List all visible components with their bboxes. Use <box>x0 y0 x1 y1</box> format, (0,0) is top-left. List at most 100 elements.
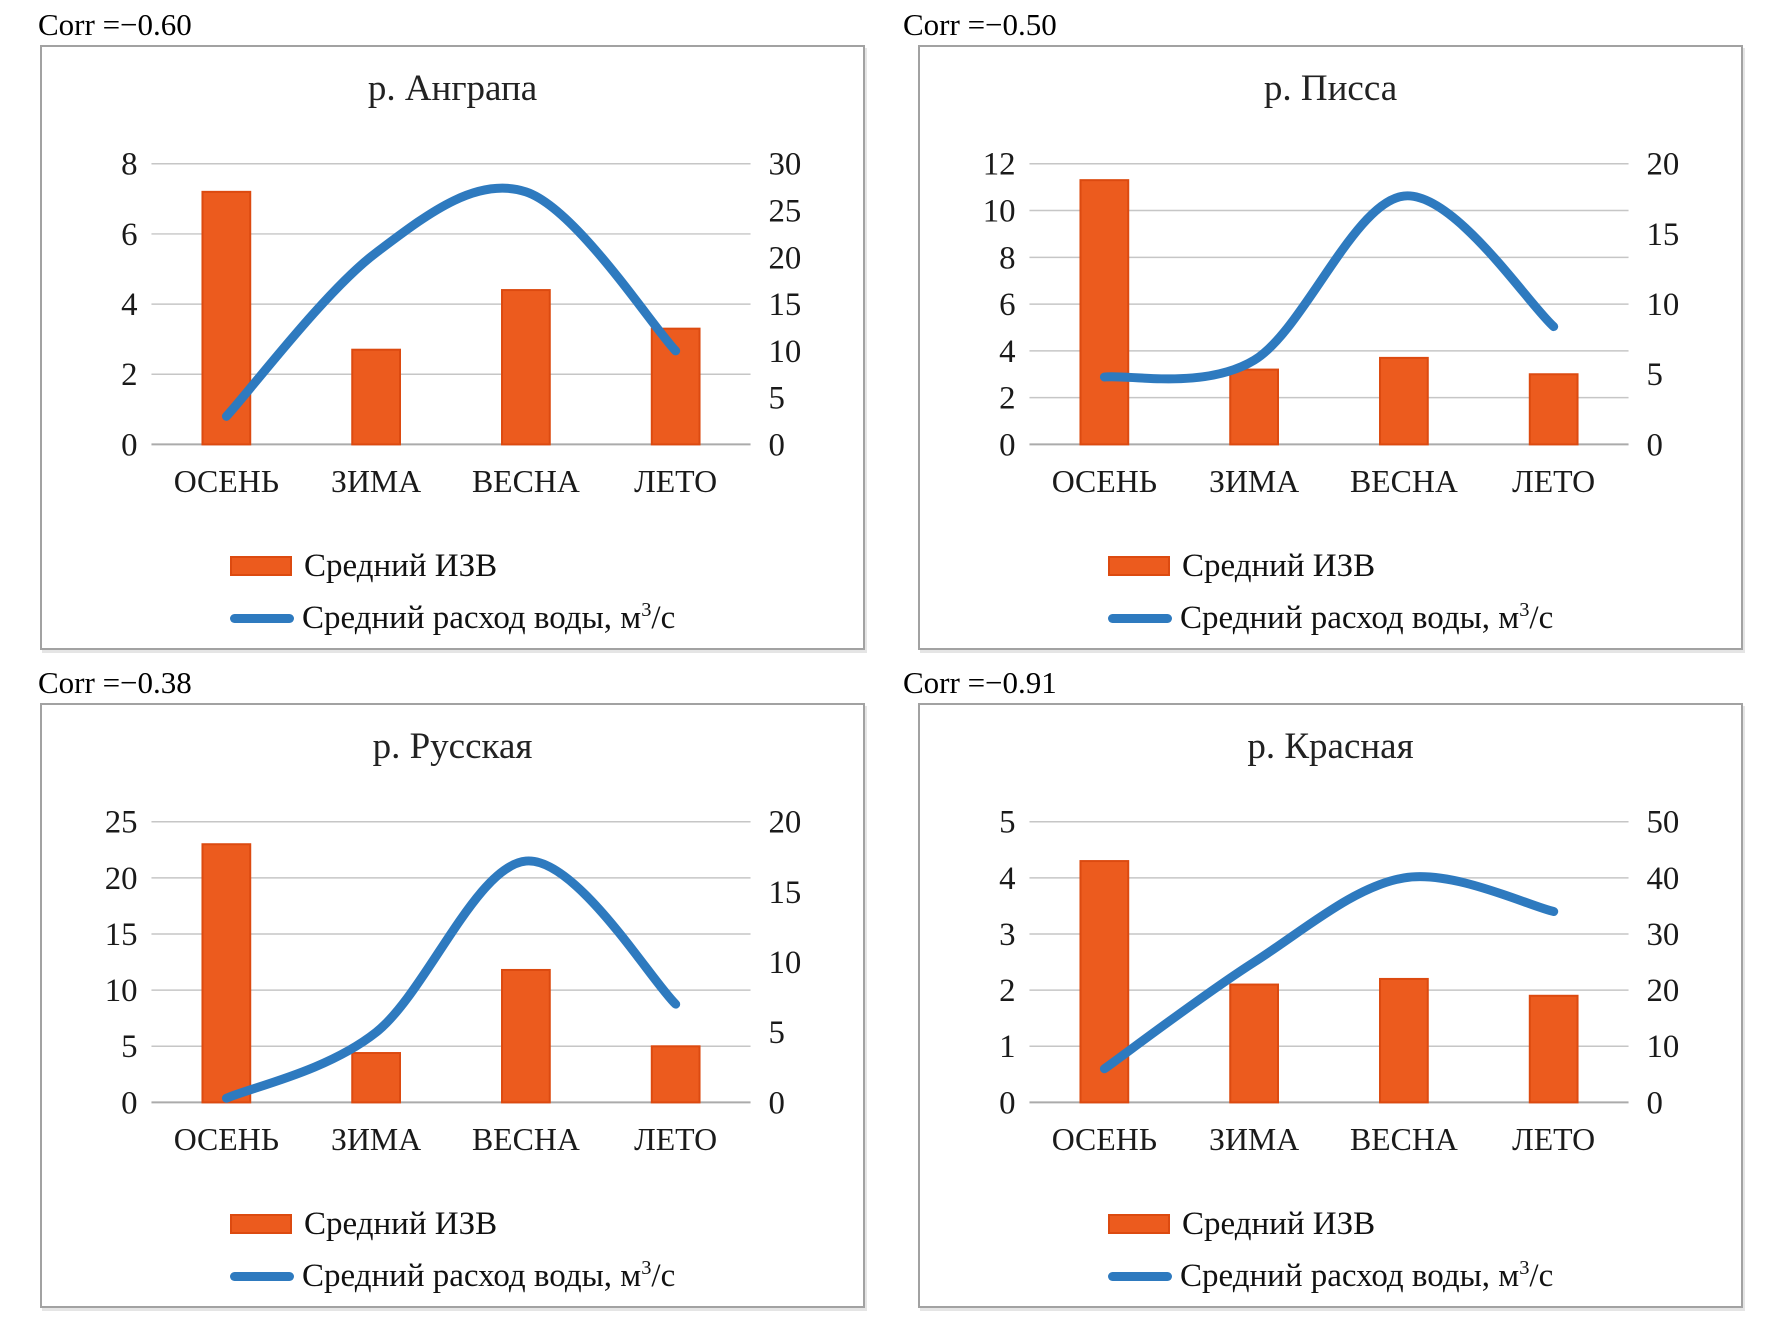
x-axis-label: ЛЕТО <box>1512 464 1595 499</box>
chart-frame: р. Писса 0 2 4 6 8 10 12 0 5 10 15 20 ОСЕНЬ ЗИМА ВЕСНА… <box>918 45 1743 650</box>
chart-frame: р. Русская 0 5 10 15 20 25 0 5 10 15 20 ОСЕНЬ ЗИМА ВЕ… <box>40 703 865 1308</box>
bar-лето <box>1528 373 1579 446</box>
x-axis-label: ОСЕНЬ <box>174 464 279 499</box>
bar-осень <box>201 190 252 446</box>
chart-title: р. Писса <box>1263 68 1398 109</box>
chart-cell-krasnaya: Corr =−0.91 р. Красная 0 1 2 3 4 5 0 10 20 30 40 50… <box>886 655 1772 1328</box>
bar-зима <box>1229 983 1280 1104</box>
left-axis-tick: 6 <box>999 287 1015 323</box>
chart-frame: р. Анграпа 0 2 4 6 8 0 5 10 15 20 25 30 ОСЕНЬ ЗИМА ВЕС… <box>40 45 865 650</box>
right-axis-tick: 0 <box>768 427 784 463</box>
chart-cell-angrapa: Corr =−0.60 р. Анграпа 0 2 4 6 8 0 5 10 15 20 25 30… <box>0 0 886 655</box>
corr-label: Corr =−0.38 <box>38 665 192 700</box>
left-axis-tick: 12 <box>983 147 1016 183</box>
x-axis-label: ЗИМА <box>1209 464 1299 499</box>
bar-series-swatch <box>1108 1214 1170 1234</box>
legend-label-izv: Средний ИЗВ <box>304 1205 498 1242</box>
bar-осень <box>1079 179 1130 446</box>
x-axis-label: ВЕСНА <box>472 464 580 499</box>
right-axis-tick: 20 <box>1646 147 1679 183</box>
x-axis-label: ОСЕНЬ <box>174 1122 279 1157</box>
left-axis-tick: 8 <box>121 147 137 183</box>
right-axis-tick: 10 <box>1646 287 1679 323</box>
left-axis-tick: 0 <box>999 1085 1015 1121</box>
right-axis-tick: 40 <box>1646 861 1679 897</box>
right-axis-tick: 0 <box>1646 1085 1662 1121</box>
flow-line <box>221 856 681 1103</box>
x-axis-label: ВЕСНА <box>1350 1122 1458 1157</box>
legend-label-flow: Средний расход воды, м3/с <box>302 1256 676 1294</box>
plot-area: 0 2 4 6 8 10 12 0 5 10 15 20 ОСЕНЬ ЗИМА ВЕСНА ЛЕТО <box>983 147 1680 499</box>
right-axis-tick: 5 <box>1646 357 1662 393</box>
legend-item-flow: Средний расход воды, м3/с <box>1108 599 1741 636</box>
left-axis-tick: 5 <box>999 805 1015 841</box>
x-axis-label: ВЕСНА <box>1350 464 1458 499</box>
legend-label-izv: Средний ИЗВ <box>1182 1205 1376 1242</box>
right-axis-tick: 5 <box>768 1015 784 1051</box>
right-axis-tick: 30 <box>768 147 801 183</box>
chart-legend: Средний ИЗВ Средний расход воды, м3/с <box>1108 1206 1741 1294</box>
left-axis-tick: 0 <box>999 427 1015 463</box>
chart-title: р. Анграпа <box>367 68 538 109</box>
left-axis-tick: 0 <box>121 1085 137 1121</box>
bar-зима <box>351 1052 402 1104</box>
chart-title: р. Красная <box>1247 726 1414 767</box>
line-series-swatch <box>230 613 294 623</box>
legend-item-flow: Средний расход воды, м3/с <box>230 599 863 636</box>
corr-label: Corr =−0.60 <box>38 7 192 42</box>
left-axis-tick: 25 <box>105 805 138 841</box>
right-axis-tick: 50 <box>1646 805 1679 841</box>
left-axis-tick: 2 <box>999 973 1015 1009</box>
bar-весна <box>1379 356 1429 446</box>
left-axis-tick: 4 <box>999 334 1015 370</box>
left-axis-tick: 0 <box>121 427 137 463</box>
right-axis-tick: 10 <box>768 945 801 981</box>
plot-area: 0 5 10 15 20 25 0 5 10 15 20 ОСЕНЬ ЗИМА ВЕСНА ЛЕТО <box>105 805 802 1157</box>
right-axis-tick: 0 <box>1646 427 1662 463</box>
legend-item-flow: Средний расход воды, м3/с <box>230 1257 863 1294</box>
x-axis-label: ОСЕНЬ <box>1052 464 1157 499</box>
left-axis-tick: 2 <box>999 381 1015 417</box>
legend-label-flow: Средний расход воды, м3/с <box>1180 1256 1554 1294</box>
bar-весна <box>501 289 551 446</box>
x-axis-label: ЛЕТО <box>634 464 717 499</box>
right-axis-tick: 5 <box>768 381 784 417</box>
right-axis-tick: 25 <box>768 193 801 229</box>
line-series-swatch <box>1108 613 1172 623</box>
legend-label-flow: Средний расход воды, м3/с <box>302 598 676 636</box>
left-axis-tick: 2 <box>121 357 137 393</box>
legend-item-flow: Средний расход воды, м3/с <box>1108 1257 1741 1294</box>
chart-legend: Средний ИЗВ Средний расход воды, м3/с <box>230 548 863 636</box>
right-axis-tick: 10 <box>1646 1029 1679 1065</box>
bar-series-swatch <box>230 556 292 576</box>
right-axis-tick: 15 <box>768 287 801 323</box>
bar-series-swatch <box>230 1214 292 1234</box>
left-axis-tick: 10 <box>105 973 138 1009</box>
bar-весна <box>1379 977 1429 1104</box>
bar-зима <box>1229 368 1280 446</box>
left-axis-tick: 20 <box>105 861 138 897</box>
left-axis-tick: 4 <box>121 287 137 323</box>
x-axis-label: ОСЕНЬ <box>1052 1122 1157 1157</box>
bar-зима <box>351 348 402 446</box>
right-axis-tick: 20 <box>768 805 801 841</box>
legend-label-izv: Средний ИЗВ <box>304 547 498 584</box>
chart-cell-pissa: Corr =−0.50 р. Писса 0 2 4 6 8 10 12 0 5 10 15 20 ОС… <box>886 0 1772 655</box>
x-axis-label: ЗИМА <box>331 1122 421 1157</box>
x-axis-label: ЗИМА <box>331 464 421 499</box>
legend-item-izv: Средний ИЗВ <box>1108 1206 1741 1242</box>
corr-label: Corr =−0.91 <box>903 665 1057 700</box>
left-axis-tick: 4 <box>999 861 1015 897</box>
left-axis-tick: 6 <box>121 217 137 253</box>
line-series-swatch <box>1108 1271 1172 1281</box>
right-axis-tick: 15 <box>768 875 801 911</box>
x-axis-label: ЛЕТО <box>1512 1122 1595 1157</box>
legend-item-izv: Средний ИЗВ <box>230 1206 863 1242</box>
x-axis-label: ЛЕТО <box>634 1122 717 1157</box>
legend-item-izv: Средний ИЗВ <box>1108 548 1741 584</box>
chart-title: р. Русская <box>372 726 533 767</box>
plot-area: 0 2 4 6 8 0 5 10 15 20 25 30 ОСЕНЬ ЗИМА ВЕСНА ЛЕТО <box>121 147 801 499</box>
chart-legend: Средний ИЗВ Средний расход воды, м3/с <box>230 1206 863 1294</box>
